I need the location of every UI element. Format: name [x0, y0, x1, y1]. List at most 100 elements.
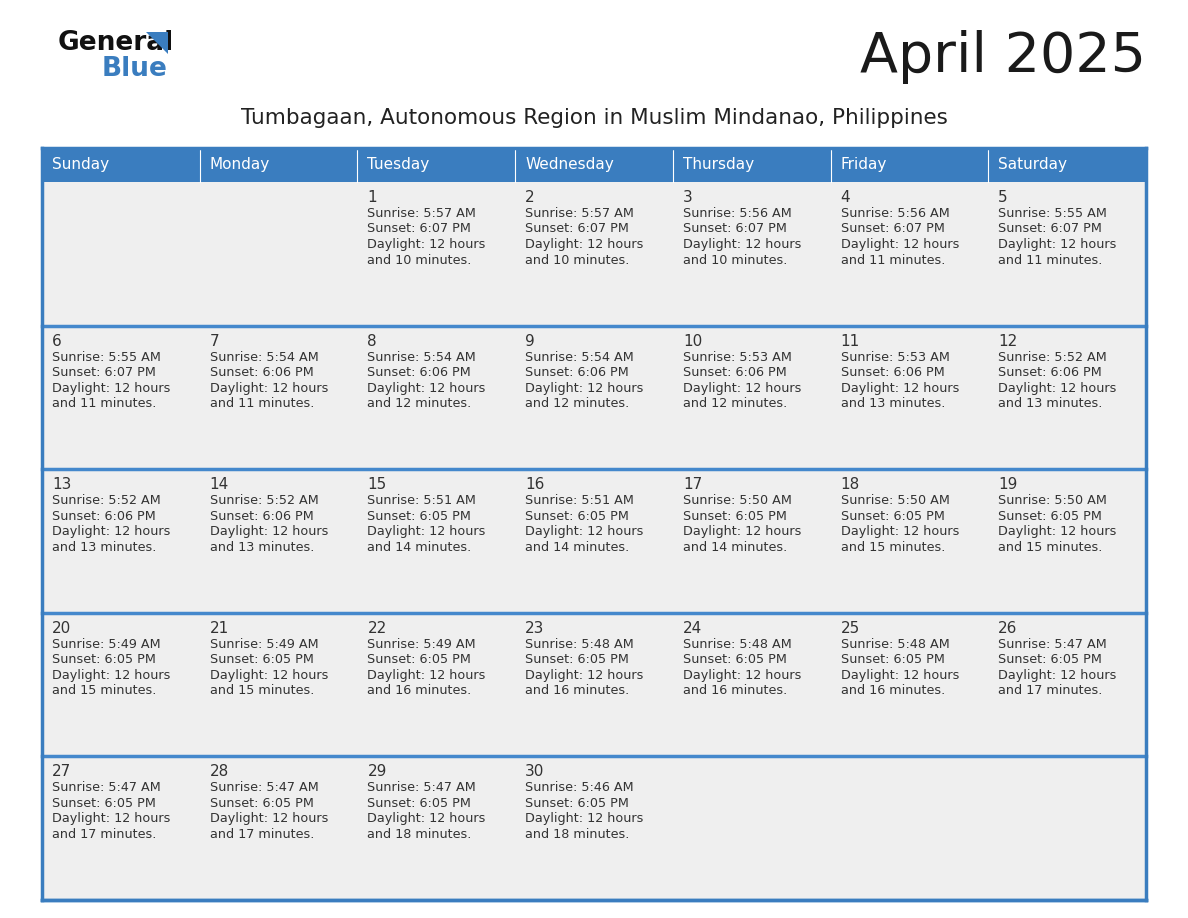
- Bar: [200, 148, 358, 182]
- Bar: [200, 469, 358, 613]
- Text: and 13 minutes.: and 13 minutes.: [998, 397, 1102, 410]
- Text: Sunset: 6:05 PM: Sunset: 6:05 PM: [683, 654, 786, 666]
- Text: and 14 minutes.: and 14 minutes.: [683, 541, 788, 554]
- Text: Daylight: 12 hours: Daylight: 12 hours: [52, 812, 170, 825]
- Bar: [830, 326, 988, 469]
- Text: 22: 22: [367, 621, 386, 636]
- Text: and 10 minutes.: and 10 minutes.: [367, 253, 472, 266]
- Text: Daylight: 12 hours: Daylight: 12 hours: [210, 525, 328, 538]
- Text: Blue: Blue: [102, 56, 168, 82]
- Text: and 14 minutes.: and 14 minutes.: [525, 541, 630, 554]
- Bar: [988, 148, 1146, 182]
- Text: Sunrise: 5:50 AM: Sunrise: 5:50 AM: [683, 494, 791, 508]
- Text: Daylight: 12 hours: Daylight: 12 hours: [52, 525, 170, 538]
- Text: and 15 minutes.: and 15 minutes.: [841, 541, 944, 554]
- Text: Sunset: 6:05 PM: Sunset: 6:05 PM: [367, 509, 472, 522]
- Bar: [516, 182, 672, 326]
- Text: Daylight: 12 hours: Daylight: 12 hours: [367, 812, 486, 825]
- Bar: [358, 326, 516, 469]
- Text: Daylight: 12 hours: Daylight: 12 hours: [998, 382, 1117, 395]
- Text: 12: 12: [998, 333, 1018, 349]
- Text: and 11 minutes.: and 11 minutes.: [52, 397, 157, 410]
- Text: Sunrise: 5:52 AM: Sunrise: 5:52 AM: [210, 494, 318, 508]
- Text: Sunrise: 5:53 AM: Sunrise: 5:53 AM: [683, 351, 791, 364]
- Text: 27: 27: [52, 765, 71, 779]
- Text: and 12 minutes.: and 12 minutes.: [525, 397, 630, 410]
- Text: Sunset: 6:05 PM: Sunset: 6:05 PM: [210, 654, 314, 666]
- Text: 17: 17: [683, 477, 702, 492]
- Text: Daylight: 12 hours: Daylight: 12 hours: [841, 382, 959, 395]
- Bar: [516, 756, 672, 900]
- Text: Thursday: Thursday: [683, 158, 754, 173]
- Text: Daylight: 12 hours: Daylight: 12 hours: [683, 525, 801, 538]
- Text: and 17 minutes.: and 17 minutes.: [210, 828, 314, 841]
- Text: Sunset: 6:05 PM: Sunset: 6:05 PM: [525, 509, 628, 522]
- Bar: [516, 613, 672, 756]
- Text: Daylight: 12 hours: Daylight: 12 hours: [525, 669, 644, 682]
- Bar: [672, 148, 830, 182]
- Text: and 13 minutes.: and 13 minutes.: [841, 397, 944, 410]
- Text: 8: 8: [367, 333, 377, 349]
- Text: Daylight: 12 hours: Daylight: 12 hours: [210, 382, 328, 395]
- Text: Sunset: 6:05 PM: Sunset: 6:05 PM: [210, 797, 314, 810]
- Bar: [988, 326, 1146, 469]
- Text: and 13 minutes.: and 13 minutes.: [52, 541, 157, 554]
- Text: and 15 minutes.: and 15 minutes.: [998, 541, 1102, 554]
- Text: Sunset: 6:05 PM: Sunset: 6:05 PM: [683, 509, 786, 522]
- Text: 4: 4: [841, 190, 851, 205]
- Text: Daylight: 12 hours: Daylight: 12 hours: [525, 382, 644, 395]
- Text: Sunrise: 5:51 AM: Sunrise: 5:51 AM: [525, 494, 634, 508]
- Bar: [830, 148, 988, 182]
- Text: Sunrise: 5:51 AM: Sunrise: 5:51 AM: [367, 494, 476, 508]
- Text: Sunset: 6:06 PM: Sunset: 6:06 PM: [210, 366, 314, 379]
- Text: and 17 minutes.: and 17 minutes.: [52, 828, 157, 841]
- Text: Sunrise: 5:48 AM: Sunrise: 5:48 AM: [841, 638, 949, 651]
- Text: Daylight: 12 hours: Daylight: 12 hours: [210, 812, 328, 825]
- Bar: [358, 148, 516, 182]
- Bar: [358, 182, 516, 326]
- Bar: [672, 182, 830, 326]
- Text: Sunset: 6:07 PM: Sunset: 6:07 PM: [683, 222, 786, 236]
- Text: Sunrise: 5:47 AM: Sunrise: 5:47 AM: [210, 781, 318, 794]
- Bar: [516, 148, 672, 182]
- Bar: [988, 469, 1146, 613]
- Text: Daylight: 12 hours: Daylight: 12 hours: [841, 669, 959, 682]
- Text: Sunrise: 5:53 AM: Sunrise: 5:53 AM: [841, 351, 949, 364]
- Text: Sunset: 6:05 PM: Sunset: 6:05 PM: [841, 654, 944, 666]
- Bar: [200, 613, 358, 756]
- Bar: [42, 469, 200, 613]
- Bar: [672, 469, 830, 613]
- Bar: [516, 326, 672, 469]
- Text: Sunrise: 5:47 AM: Sunrise: 5:47 AM: [998, 638, 1107, 651]
- Text: Sunset: 6:05 PM: Sunset: 6:05 PM: [52, 654, 156, 666]
- Text: Sunset: 6:05 PM: Sunset: 6:05 PM: [841, 509, 944, 522]
- Text: 30: 30: [525, 765, 544, 779]
- Text: Sunrise: 5:50 AM: Sunrise: 5:50 AM: [841, 494, 949, 508]
- Text: and 18 minutes.: and 18 minutes.: [367, 828, 472, 841]
- Text: and 15 minutes.: and 15 minutes.: [52, 684, 157, 698]
- Text: Daylight: 12 hours: Daylight: 12 hours: [998, 669, 1117, 682]
- Text: Daylight: 12 hours: Daylight: 12 hours: [367, 382, 486, 395]
- Bar: [200, 182, 358, 326]
- Text: 25: 25: [841, 621, 860, 636]
- Text: Sunset: 6:05 PM: Sunset: 6:05 PM: [525, 797, 628, 810]
- Text: 16: 16: [525, 477, 544, 492]
- Text: Sunset: 6:06 PM: Sunset: 6:06 PM: [210, 509, 314, 522]
- Bar: [830, 613, 988, 756]
- Text: and 18 minutes.: and 18 minutes.: [525, 828, 630, 841]
- Text: Daylight: 12 hours: Daylight: 12 hours: [52, 382, 170, 395]
- Text: and 16 minutes.: and 16 minutes.: [683, 684, 788, 698]
- Text: Daylight: 12 hours: Daylight: 12 hours: [367, 238, 486, 251]
- Text: Sunrise: 5:57 AM: Sunrise: 5:57 AM: [367, 207, 476, 220]
- Text: Sunset: 6:05 PM: Sunset: 6:05 PM: [998, 509, 1102, 522]
- Text: 5: 5: [998, 190, 1007, 205]
- Bar: [358, 756, 516, 900]
- Text: 15: 15: [367, 477, 386, 492]
- Text: Daylight: 12 hours: Daylight: 12 hours: [683, 238, 801, 251]
- Text: Daylight: 12 hours: Daylight: 12 hours: [998, 238, 1117, 251]
- Text: Daylight: 12 hours: Daylight: 12 hours: [525, 238, 644, 251]
- Text: Sunrise: 5:49 AM: Sunrise: 5:49 AM: [367, 638, 476, 651]
- Text: Sunset: 6:05 PM: Sunset: 6:05 PM: [525, 654, 628, 666]
- Bar: [988, 613, 1146, 756]
- Bar: [830, 756, 988, 900]
